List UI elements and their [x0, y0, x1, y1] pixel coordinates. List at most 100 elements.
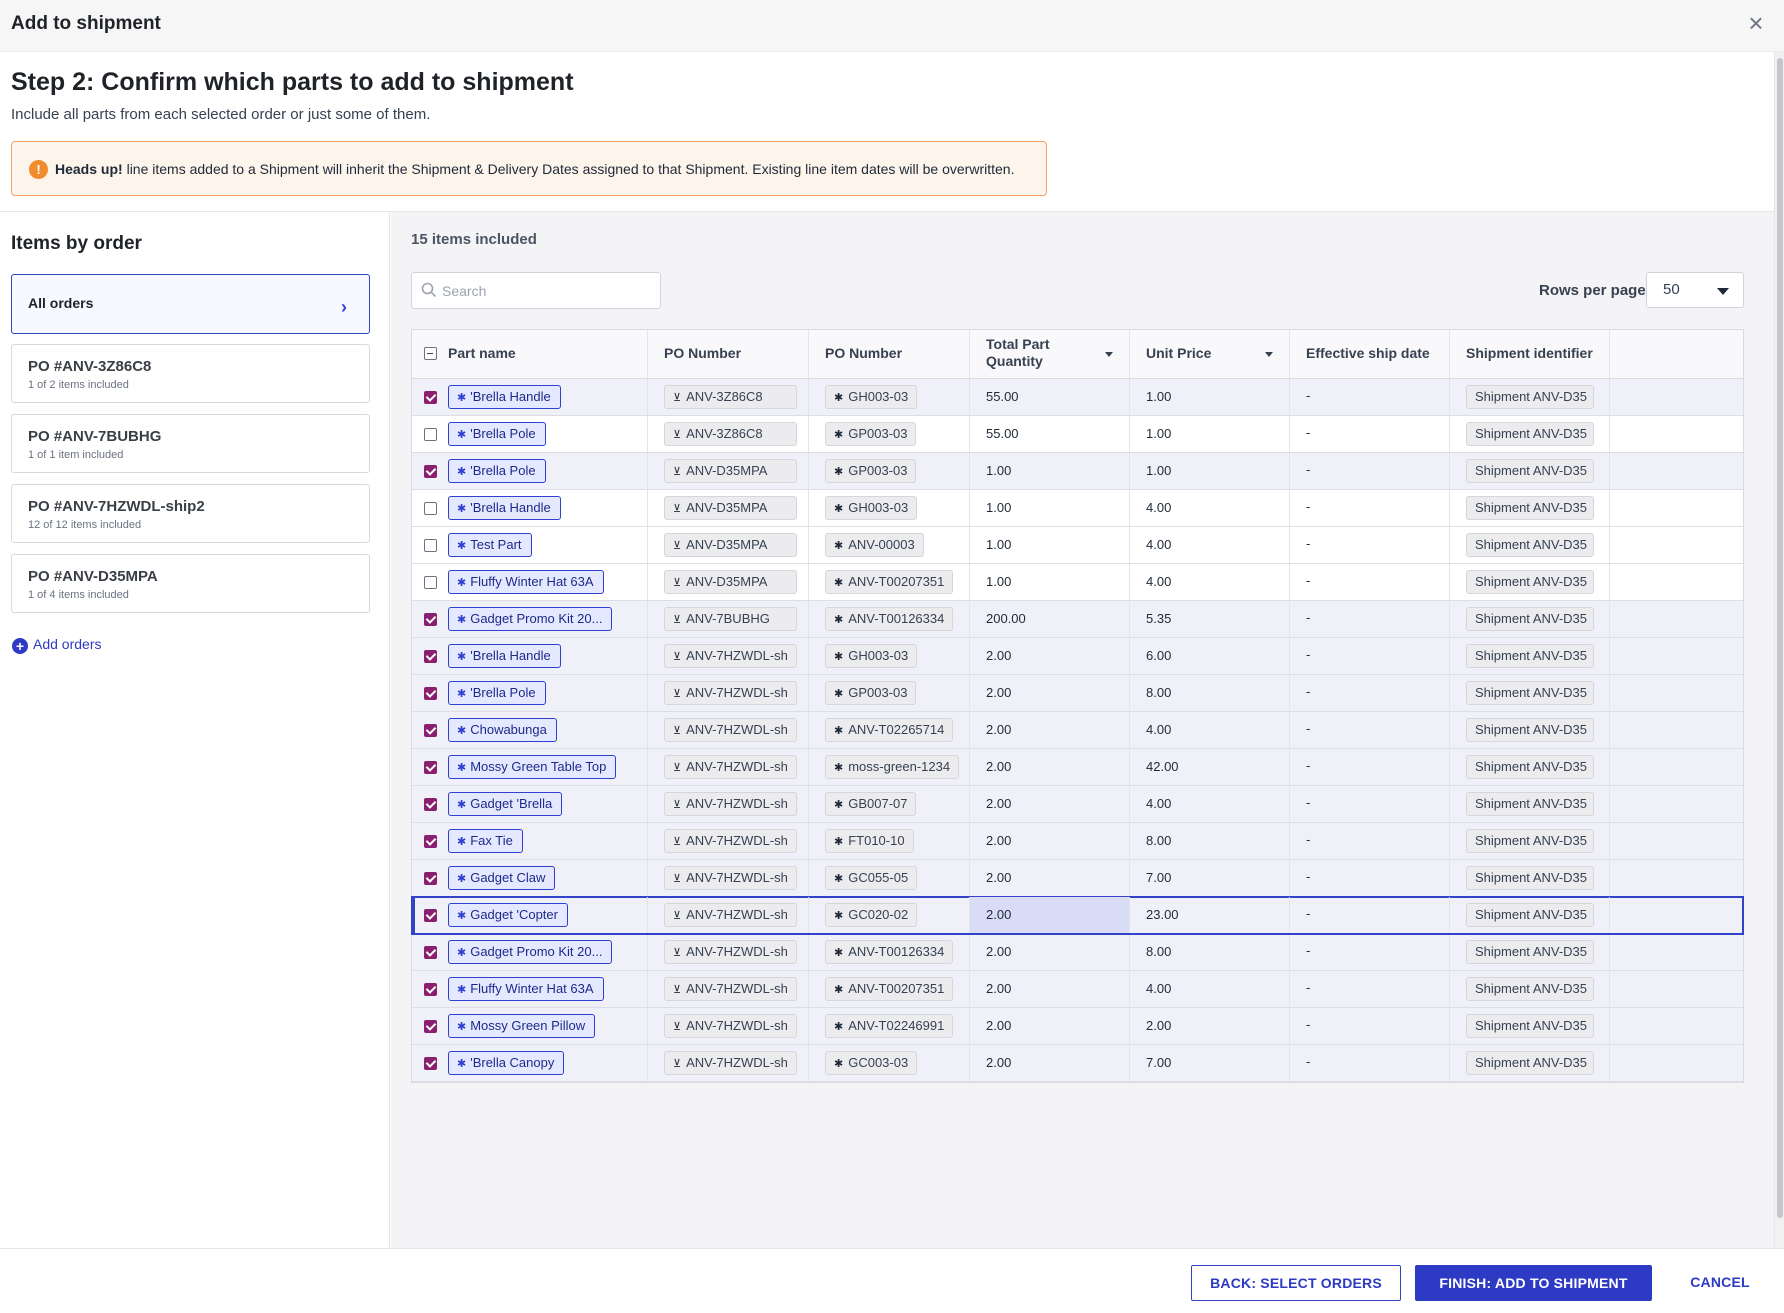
search-input[interactable]: [442, 280, 652, 302]
column-header-shipment-identifier[interactable]: Shipment identifier: [1450, 330, 1610, 379]
column-header-unit-price[interactable]: Unit Price: [1130, 330, 1290, 379]
part-chip[interactable]: ✱ Gadget Promo Kit 20...: [448, 940, 613, 964]
row-checkbox[interactable]: [424, 391, 437, 404]
po-chip[interactable]: ⊻ ANV-7HZWDL-sh: [664, 718, 797, 742]
table-row[interactable]: ✱ Gadget 'Copter ⊻ ANV-7HZWDL-sh ✱ GC020-02 2.…: [411, 896, 1744, 935]
row-checkbox[interactable]: [424, 650, 437, 663]
po-chip[interactable]: ✱ GC055-05: [825, 866, 918, 890]
po-chip[interactable]: ⊻ ANV-7HZWDL-sh: [664, 903, 797, 927]
cell-unit-price[interactable]: 5.35: [1130, 601, 1290, 637]
part-chip[interactable]: ✱ Gadget 'Copter: [448, 903, 568, 927]
po-chip[interactable]: ✱ GC003-03: [825, 1051, 918, 1075]
po-chip[interactable]: ⊻ ANV-3Z86C8: [664, 385, 797, 409]
row-checkbox[interactable]: [424, 428, 437, 441]
cell-unit-price[interactable]: 4.00: [1130, 527, 1290, 563]
po-chip[interactable]: ✱ ANV-T00126334: [825, 607, 954, 631]
cell-total-quantity[interactable]: 55.00: [970, 379, 1130, 415]
part-chip[interactable]: ✱ 'Brella Handle: [448, 644, 561, 668]
table-row[interactable]: ✱ 'Brella Pole ⊻ ANV-7HZWDL-sh ✱ GP003-03 2.00…: [412, 675, 1743, 712]
table-row[interactable]: ✱ Gadget Promo Kit 20... ⊻ ANV-7BUBHG ✱ ANV-T…: [412, 601, 1743, 638]
cell-unit-price[interactable]: 7.00: [1130, 860, 1290, 896]
cell-total-quantity[interactable]: 1.00: [970, 453, 1130, 489]
row-checkbox[interactable]: [424, 872, 437, 885]
part-chip[interactable]: ✱ 'Brella Handle: [448, 385, 561, 409]
column-header-effective-ship-date[interactable]: Effective ship date: [1290, 330, 1450, 379]
sidebar-item-all-orders[interactable]: All orders ›: [11, 274, 370, 334]
cell-total-quantity[interactable]: 1.00: [970, 490, 1130, 526]
po-chip[interactable]: ⊻ ANV-7HZWDL-sh: [664, 1051, 797, 1075]
part-chip[interactable]: ✱ Fluffy Winter Hat 63A: [448, 570, 604, 594]
table-row[interactable]: ✱ 'Brella Pole ⊻ ANV-D35MPA ✱ GP003-03 1.00 1.0…: [412, 453, 1743, 490]
row-checkbox[interactable]: [424, 1020, 437, 1033]
cell-total-quantity[interactable]: 2.00: [970, 934, 1130, 970]
row-checkbox[interactable]: [424, 1057, 437, 1070]
table-row[interactable]: ✱ Mossy Green Table Top ⊻ ANV-7HZWDL-sh ✱ mos…: [412, 749, 1743, 786]
cell-total-quantity[interactable]: 2.00: [970, 638, 1130, 674]
row-checkbox[interactable]: [424, 798, 437, 811]
part-chip[interactable]: ✱ Gadget 'Brella: [448, 792, 563, 816]
po-chip[interactable]: ⊻ ANV-D35MPA: [664, 459, 797, 483]
row-checkbox[interactable]: [424, 576, 437, 589]
row-checkbox[interactable]: [424, 613, 437, 626]
cell-unit-price[interactable]: 1.00: [1130, 416, 1290, 452]
cell-total-quantity[interactable]: 2.00: [970, 675, 1130, 711]
po-chip[interactable]: ✱ FT010-10: [825, 829, 914, 853]
row-checkbox[interactable]: [424, 539, 437, 552]
cell-total-quantity[interactable]: 2.00: [970, 712, 1130, 748]
sidebar-item-order[interactable]: PO #ANV-7HZWDL-ship2 12 of 12 items incl…: [11, 484, 370, 543]
row-checkbox[interactable]: [424, 761, 437, 774]
cell-unit-price[interactable]: 4.00: [1130, 971, 1290, 1007]
cell-unit-price[interactable]: 42.00: [1130, 749, 1290, 785]
part-chip[interactable]: ✱ 'Brella Pole: [448, 459, 546, 483]
table-row[interactable]: ✱ Fluffy Winter Hat 63A ⊻ ANV-7HZWDL-sh ✱ ANV…: [412, 971, 1743, 1008]
part-chip[interactable]: ✱ 'Brella Canopy: [448, 1051, 565, 1075]
table-row[interactable]: ✱ 'Brella Handle ⊻ ANV-D35MPA ✱ GH003-03 1.00 4…: [412, 490, 1743, 527]
part-chip[interactable]: ✱ Fax Tie: [448, 829, 523, 853]
part-chip[interactable]: ✱ 'Brella Pole: [448, 681, 546, 705]
column-header-total-quantity[interactable]: Total Part Quantity: [970, 330, 1130, 379]
sort-down-icon[interactable]: [1265, 352, 1273, 357]
po-chip[interactable]: ✱ GP003-03: [825, 681, 917, 705]
po-chip[interactable]: ⊻ ANV-7HZWDL-sh: [664, 792, 797, 816]
part-chip[interactable]: ✱ Chowabunga: [448, 718, 557, 742]
po-chip[interactable]: ⊻ ANV-7HZWDL-sh: [664, 1014, 797, 1038]
sort-down-icon[interactable]: [1105, 352, 1113, 357]
po-chip[interactable]: ✱ ANV-00003: [825, 533, 924, 557]
part-chip[interactable]: ✱ Test Part: [448, 533, 532, 557]
cell-unit-price[interactable]: 8.00: [1130, 823, 1290, 859]
rows-per-page-select[interactable]: 50: [1646, 272, 1744, 308]
table-row[interactable]: ✱ Gadget Claw ⊻ ANV-7HZWDL-sh ✱ GC055-05 2.00 7…: [412, 860, 1743, 897]
sidebar-item-order[interactable]: PO #ANV-3Z86C8 1 of 2 items included: [11, 344, 370, 403]
cell-unit-price[interactable]: 4.00: [1130, 786, 1290, 822]
cell-unit-price[interactable]: 4.00: [1130, 712, 1290, 748]
cell-unit-price[interactable]: 4.00: [1130, 564, 1290, 600]
po-chip[interactable]: ⊻ ANV-7HZWDL-sh: [664, 977, 797, 1001]
table-row[interactable]: ✱ 'Brella Canopy ⊻ ANV-7HZWDL-sh ✱ GC003-03 2.…: [412, 1045, 1743, 1082]
add-orders-link[interactable]: + Add orders: [12, 636, 101, 654]
table-row[interactable]: ✱ Gadget 'Brella ⊻ ANV-7HZWDL-sh ✱ GB007-07 2.…: [412, 786, 1743, 823]
scrollbar[interactable]: [1774, 52, 1784, 1248]
part-chip[interactable]: ✱ Gadget Promo Kit 20...: [448, 607, 613, 631]
column-header-part-name[interactable]: Part name: [412, 330, 648, 379]
cell-unit-price[interactable]: 8.00: [1130, 934, 1290, 970]
cell-total-quantity[interactable]: 2.00: [970, 897, 1130, 933]
table-row[interactable]: ✱ Chowabunga ⊻ ANV-7HZWDL-sh ✱ ANV-T02265714 2…: [412, 712, 1743, 749]
po-chip[interactable]: ⊻ ANV-7HZWDL-sh: [664, 644, 797, 668]
cell-total-quantity[interactable]: 2.00: [970, 823, 1130, 859]
row-checkbox[interactable]: [424, 983, 437, 996]
cell-total-quantity[interactable]: 2.00: [970, 860, 1130, 896]
scrollbar-thumb[interactable]: [1777, 58, 1783, 1218]
row-checkbox[interactable]: [424, 835, 437, 848]
cancel-button[interactable]: CANCEL: [1666, 1265, 1774, 1301]
table-row[interactable]: ✱ 'Brella Pole ⊻ ANV-3Z86C8 ✱ GP003-03 55.00 1.…: [412, 416, 1743, 453]
po-chip[interactable]: ⊻ ANV-7BUBHG: [664, 607, 797, 631]
cell-total-quantity[interactable]: 2.00: [970, 786, 1130, 822]
table-row[interactable]: ✱ Fluffy Winter Hat 63A ⊻ ANV-D35MPA ✱ ANV-T0…: [412, 564, 1743, 601]
cell-unit-price[interactable]: 7.00: [1130, 1045, 1290, 1081]
table-row[interactable]: ✱ Mossy Green Pillow ⊻ ANV-7HZWDL-sh ✱ ANV-T0…: [412, 1008, 1743, 1045]
po-chip[interactable]: ✱ GP003-03: [825, 459, 917, 483]
po-chip[interactable]: ⊻ ANV-7HZWDL-sh: [664, 681, 797, 705]
column-header-po-number-2[interactable]: PO Number: [809, 330, 970, 379]
cell-unit-price[interactable]: 1.00: [1130, 453, 1290, 489]
part-chip[interactable]: ✱ 'Brella Handle: [448, 496, 561, 520]
